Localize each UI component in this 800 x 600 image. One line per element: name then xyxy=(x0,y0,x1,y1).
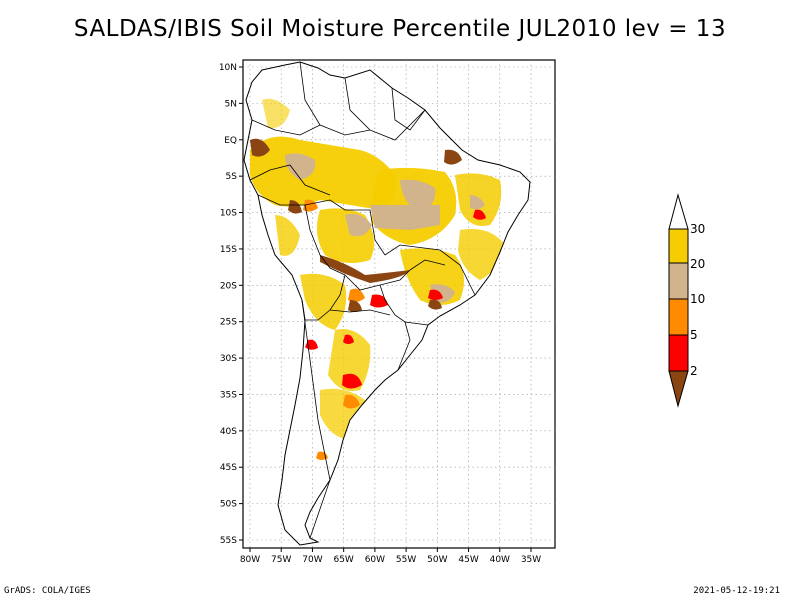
continent-outline xyxy=(243,61,531,546)
legend-swatch-below-2 xyxy=(668,370,689,408)
footer-timestamp: 2021-05-12-19:21 xyxy=(693,586,780,596)
lat-tick-label: 25S xyxy=(220,318,237,328)
lat-tick-label: 15S xyxy=(220,245,237,255)
legend-swatch-5-10 xyxy=(668,298,689,336)
lat-tick-label: 55S xyxy=(220,536,237,546)
lat-tick-label: 50S xyxy=(220,500,237,510)
lon-tick-label: 75W xyxy=(271,555,291,565)
lat-tick-label: 5N xyxy=(225,99,237,109)
lat-tick-label: 10S xyxy=(220,209,237,219)
lat-tick-label: 20S xyxy=(220,281,237,291)
legend-swatch-10-20 xyxy=(668,262,689,300)
lat-tick-label: 40S xyxy=(220,427,237,437)
lat-tick-label: 35S xyxy=(220,390,237,400)
legend-label-2: 2 xyxy=(690,364,698,378)
lon-tick-label: 35W xyxy=(521,555,541,565)
lon-tick-label: 60W xyxy=(365,555,385,565)
lat-tick-label: 45S xyxy=(220,463,237,473)
lon-tick-label: 55W xyxy=(396,555,416,565)
legend-swatch-20-30 xyxy=(668,228,689,264)
legend-label-20: 20 xyxy=(690,257,706,271)
lat-tick-label: 10N xyxy=(219,63,237,73)
lon-tick-label: 50W xyxy=(427,555,447,565)
lon-tick-label: 65W xyxy=(333,555,353,565)
lon-tick-label: 45W xyxy=(458,555,478,565)
lon-tick-label: 40W xyxy=(490,555,510,565)
lat-tick-label: 5S xyxy=(226,172,238,182)
lon-tick-label: 70W xyxy=(302,555,322,565)
map-title: SALDAS/IBIS Soil Moisture Percentile JUL… xyxy=(73,16,727,42)
lon-tick-label: 80W xyxy=(240,555,260,565)
country-borders xyxy=(249,61,476,539)
legend-label-5: 5 xyxy=(690,328,698,342)
legend-swatch-above-30 xyxy=(668,193,689,230)
footer-credit: GrADS: COLA/IGES xyxy=(4,586,91,596)
legend-label-30: 30 xyxy=(690,222,706,236)
percentile-shading xyxy=(250,98,505,460)
lat-tick-label: 30S xyxy=(220,354,237,364)
legend-colorbar xyxy=(668,193,689,408)
legend-swatch-2-5 xyxy=(668,334,689,372)
lat-tick-label: EQ xyxy=(224,136,237,146)
legend-label-10: 10 xyxy=(690,292,706,306)
